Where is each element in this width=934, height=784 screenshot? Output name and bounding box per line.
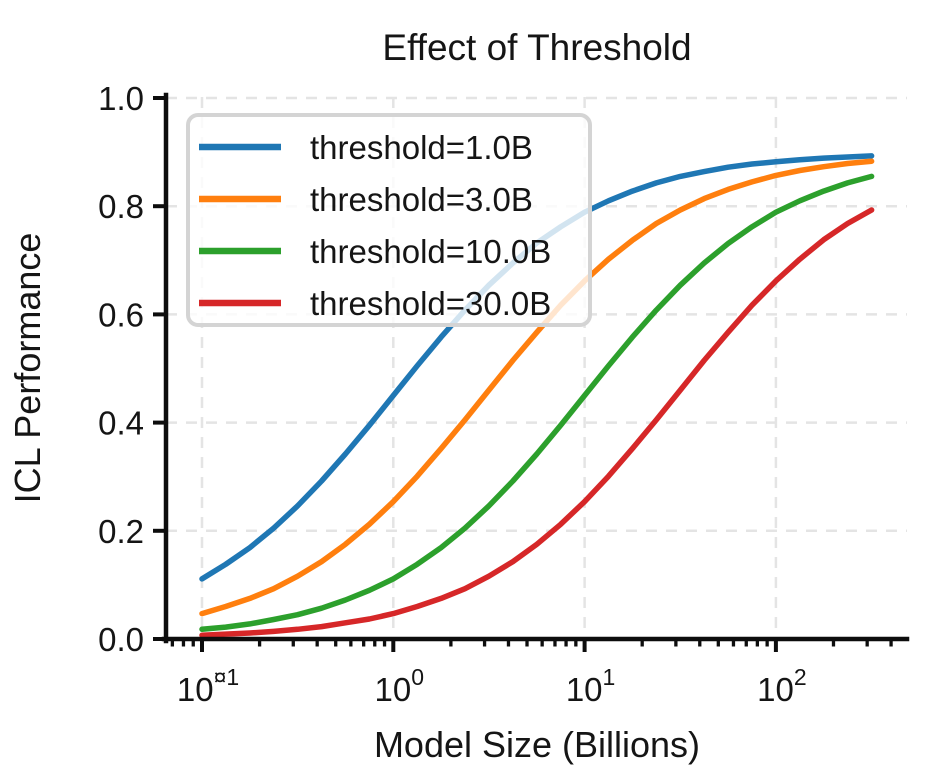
tick-labels: 0.0 0.2 0.4 0.6 0.8 1.0 10¤1 100 101 102 xyxy=(98,80,807,708)
x-tick-label: 100 xyxy=(375,664,425,708)
chart-title: Effect of Threshold xyxy=(382,27,691,68)
x-tick-label: 101 xyxy=(566,664,616,708)
curve-threshold=30.0B xyxy=(199,207,875,638)
legend-label-threshold-30b: threshold=30.0B xyxy=(310,285,551,322)
x-tick-label: 10¤1 xyxy=(177,664,239,708)
y-tick-label: 0.2 xyxy=(98,513,144,550)
y-tick-label: 0.6 xyxy=(98,296,144,333)
y-tick-label: 0.0 xyxy=(98,621,144,658)
legend-label-threshold-1b: threshold=1.0B xyxy=(310,129,533,166)
y-axis-label: ICL Performance xyxy=(7,233,48,504)
legend: threshold=1.0B threshold=3.0B threshold=… xyxy=(186,113,592,327)
data-curves xyxy=(199,153,875,638)
curve-threshold=10.0B xyxy=(199,173,875,633)
x-tick-label: 102 xyxy=(757,664,807,708)
axis-ticks xyxy=(153,96,893,652)
curve-threshold=3.0B xyxy=(199,158,875,617)
legend-label-threshold-10b: threshold=10.0B xyxy=(310,233,551,270)
legend-label-threshold-3b: threshold=3.0B xyxy=(310,181,533,218)
y-tick-label: 0.4 xyxy=(98,405,144,442)
x-axis-label: Model Size (Billions) xyxy=(374,724,700,765)
y-tick-label: 0.8 xyxy=(98,188,144,225)
y-tick-label: 1.0 xyxy=(98,80,144,117)
legend-box xyxy=(186,113,592,327)
